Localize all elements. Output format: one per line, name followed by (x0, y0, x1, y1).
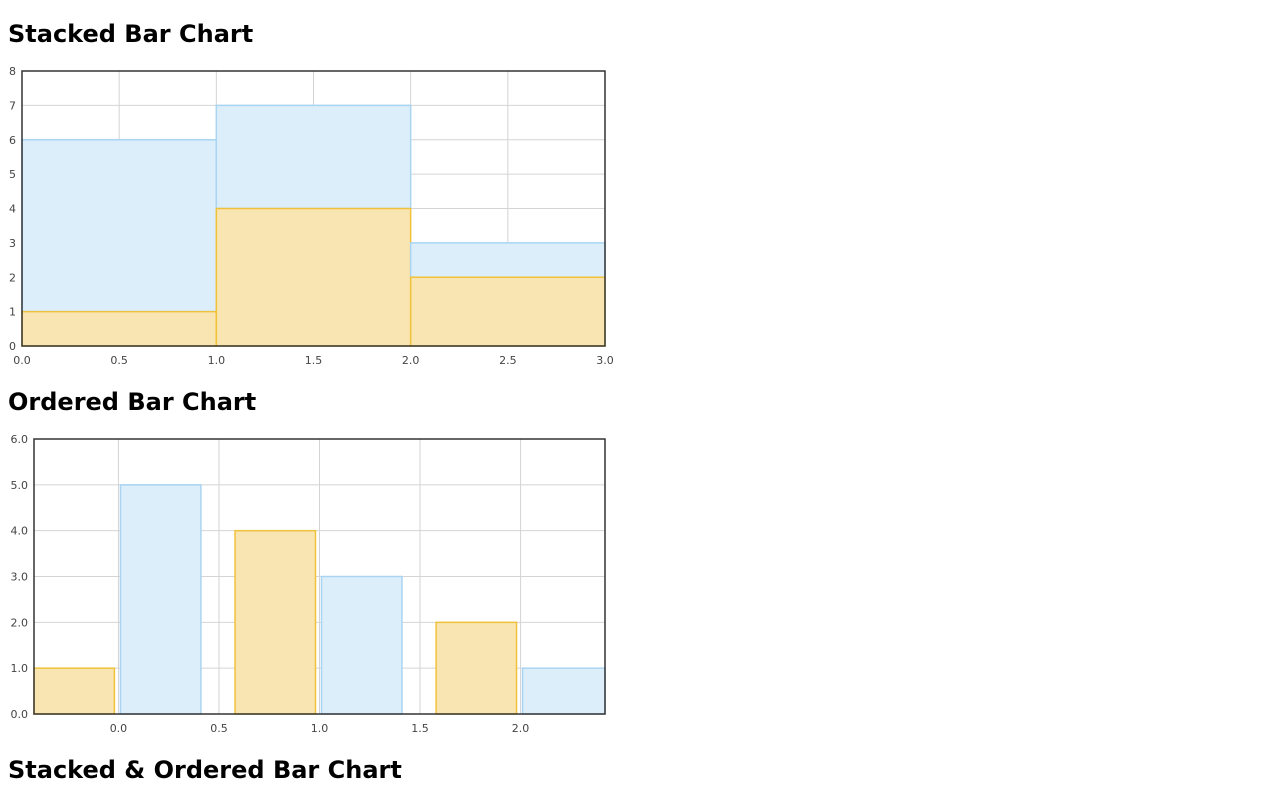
stacked-bar-chart: 0.0 0.5 1.0 1.5 2.0 2.5 3.0 0 1 2 3 4 5 6 7 8 (9, 65, 614, 367)
stacked-chart-y-tick-label: 2 (9, 271, 16, 284)
stacked-chart-axes: 0.0 0.5 1.0 1.5 2.0 2.5 3.0 0 1 2 3 4 5 6 7 8 (9, 65, 614, 367)
ordered-chart-y-tick-label: 2.0 (11, 616, 29, 629)
ordered-chart-y-tick-label: 3.0 (11, 571, 29, 584)
stacked-chart-y-tick-label: 8 (9, 65, 16, 78)
ordered-chart-bar-b (521, 667, 606, 715)
ordered-chart-bar-a (33, 667, 116, 715)
stacked-chart-bar-segment-a (409, 276, 606, 347)
ordered-bar-chart: 0.0 0.5 1.0 1.5 2.0 0.0 1.0 2.0 3.0 4.0 5.0 6.0 (11, 433, 606, 735)
ordered-chart-bar-b (320, 575, 403, 715)
stacked-chart-bar-segment-b (215, 104, 412, 210)
ordered-chart-bar-a (234, 529, 317, 715)
ordered-chart-y-tick-label: 4.0 (11, 525, 29, 538)
ordered-chart-axes: 0.0 0.5 1.0 1.5 2.0 0.0 1.0 2.0 3.0 4.0 5.0 6.0 (11, 433, 606, 735)
stacked-chart-x-tick-label: 2.0 (402, 354, 420, 367)
ordered-chart-x-tick-label: 2.0 (512, 722, 530, 735)
ordered-chart-x-tick-label: 1.0 (311, 722, 329, 735)
ordered-chart-x-tick-label: 1.5 (411, 722, 429, 735)
stacked-chart-x-tick-label: 2.5 (499, 354, 517, 367)
ordered-chart-gridlines (34, 438, 605, 715)
stacked-chart-y-tick-label: 7 (9, 99, 16, 112)
ordered-chart-title: Ordered Bar Chart (8, 388, 257, 416)
ordered-chart-frame (33, 438, 606, 715)
ordered-chart-y-tick-label: 5.0 (11, 479, 29, 492)
stacked-chart-bar-segment-a (215, 207, 412, 347)
ordered-chart-bar-a (435, 621, 518, 715)
stacked-chart-y-tick-label: 3 (9, 237, 16, 250)
ordered-chart-bars (33, 484, 606, 715)
stacked-chart-bar-segment-b (409, 242, 606, 278)
stacked-chart-y-tick-label: 5 (9, 168, 16, 181)
stacked-chart-x-tick-label: 1.5 (305, 354, 323, 367)
ordered-chart-y-tick-label: 6.0 (11, 433, 29, 446)
stacked-chart-y-tick-label: 1 (9, 306, 16, 319)
ordered-chart-y-tick-label: 0.0 (11, 708, 29, 721)
stacked-chart-y-tick-label: 4 (9, 203, 16, 216)
stacked-chart-title: Stacked Bar Chart (8, 20, 254, 48)
stacked-chart-x-tick-label: 3.0 (596, 354, 614, 367)
ordered-chart-x-tick-label: 0.5 (210, 722, 228, 735)
ordered-chart-bar-b (119, 484, 202, 715)
ordered-chart-x-tick-label: 0.0 (110, 722, 128, 735)
stacked-chart-y-tick-label: 0 (9, 340, 16, 353)
stacked-chart-bars (21, 104, 606, 347)
stacked-chart-frame (21, 70, 606, 347)
stacked-chart-bar-segment-b (21, 139, 218, 313)
stacked-chart-x-tick-label: 0.0 (13, 354, 31, 367)
stacked-chart-x-tick-label: 1.0 (208, 354, 226, 367)
stacked-chart-bar-segment-a (21, 310, 218, 347)
stacked-ordered-chart-title: Stacked & Ordered Bar Chart (8, 756, 402, 784)
stacked-chart-y-tick-label: 6 (9, 134, 16, 147)
ordered-chart-y-tick-label: 1.0 (11, 662, 29, 675)
stacked-chart-x-tick-label: 0.5 (110, 354, 128, 367)
